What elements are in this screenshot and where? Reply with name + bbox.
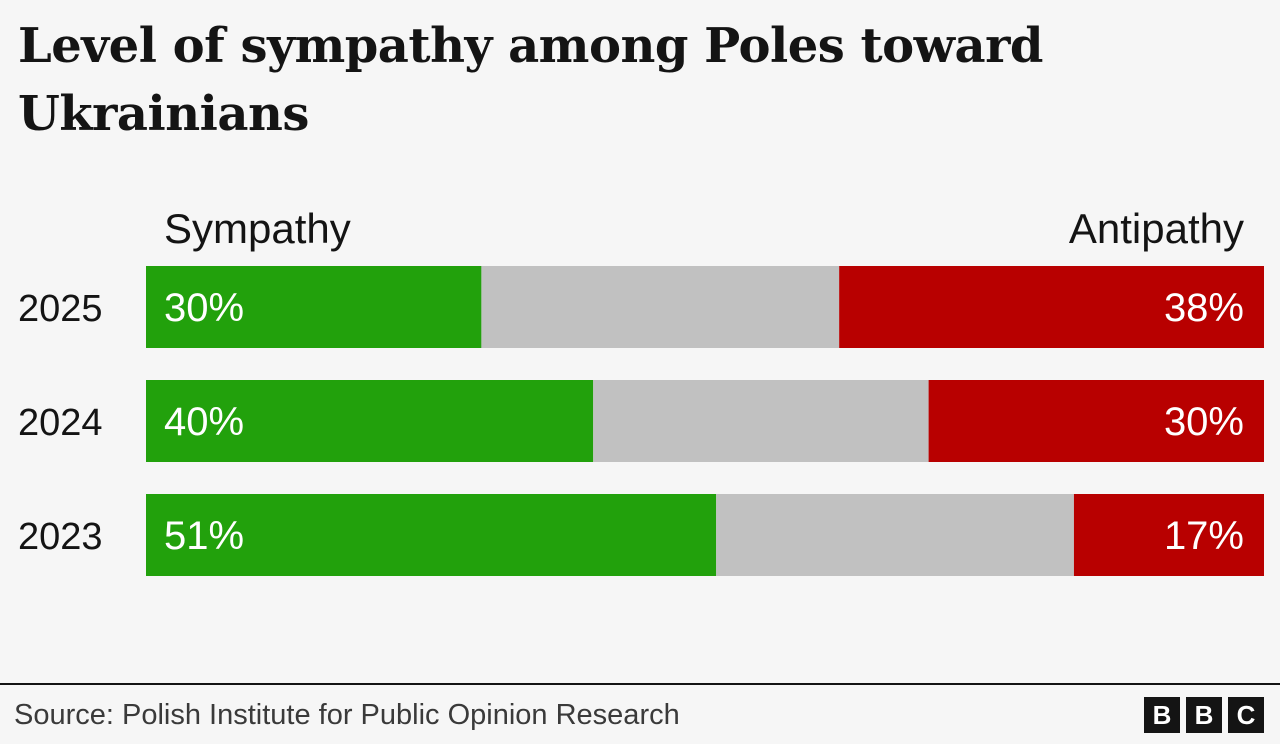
data-label-sympathy-2023: 51% — [164, 514, 244, 558]
bar-neutral-2023 — [716, 494, 1074, 576]
chart-title: Level of sympathy among Poles toward Ukr… — [18, 18, 1043, 142]
source-note: Source: Polish Institute for Public Opin… — [14, 699, 680, 731]
bar-antipathy-2024 — [928, 380, 1264, 462]
data-label-antipathy-2023: 17% — [1164, 514, 1244, 558]
year-label-2023: 2023 — [18, 516, 103, 558]
bar-sympathy-2025 — [146, 266, 482, 348]
data-label-antipathy-2024: 30% — [1164, 400, 1244, 444]
bar-antipathy-2023 — [1073, 494, 1264, 576]
bar-sympathy-2023 — [146, 494, 717, 576]
logo-letter-c: C — [1228, 697, 1264, 733]
bar-antipathy-2025 — [839, 266, 1264, 348]
data-label-antipathy-2025: 38% — [1164, 286, 1244, 330]
bar-neutral-2025 — [481, 266, 840, 348]
legend-antipathy: Antipathy — [1069, 205, 1244, 252]
bars-group: 2025 30% 38% 2024 40% 30% 2023 51% 17% — [18, 266, 1264, 576]
legend-sympathy: Sympathy — [164, 205, 351, 252]
data-label-sympathy-2025: 30% — [164, 286, 244, 330]
logo-letter-b1: B — [1144, 697, 1180, 733]
logo-letter-b2: B — [1186, 697, 1222, 733]
year-label-2025: 2025 — [18, 288, 103, 330]
bar-neutral-2024 — [593, 380, 929, 462]
bbc-logo: B B C — [1144, 697, 1264, 733]
year-label-2024: 2024 — [18, 402, 103, 444]
footer-divider — [0, 683, 1280, 685]
data-label-sympathy-2024: 40% — [164, 400, 244, 444]
bar-sympathy-2024 — [146, 380, 594, 462]
